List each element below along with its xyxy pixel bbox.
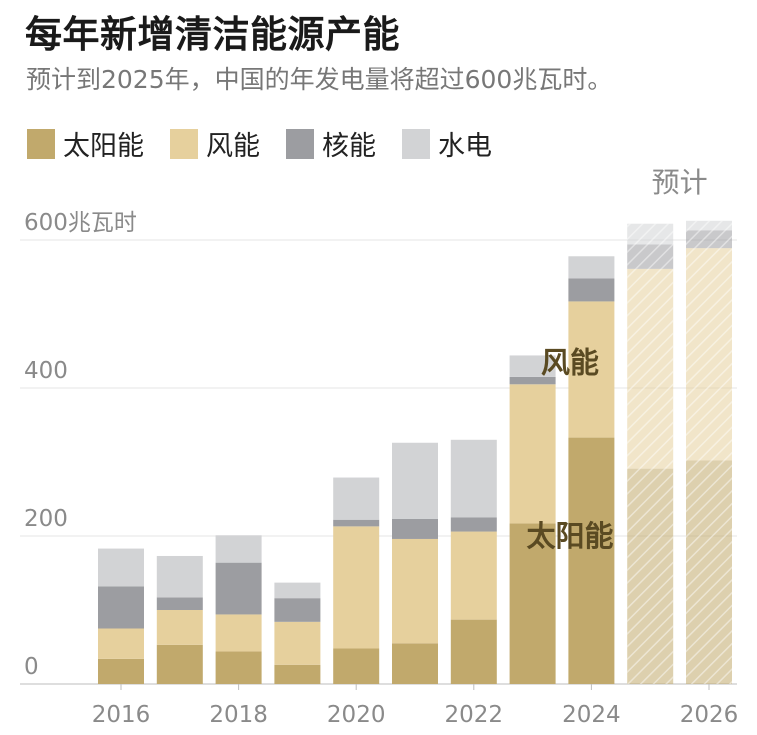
bar-nuclear-2022 [450,517,497,532]
bar-solar-2022 [450,619,497,684]
x-tick-label-2018: 2018 [209,702,268,728]
y-tick-label-200: 200 [24,506,68,532]
bar-hydro-2017 [156,555,203,598]
bar-wind-2018 [215,614,262,652]
legend-item-nuclear: 核能 [286,124,376,163]
bar-solar-2018 [215,651,262,684]
x-tick-label-2016: 2016 [92,702,151,728]
bar-nuclear-2017 [156,597,203,610]
x-tick-label-2020: 2020 [327,702,386,728]
bar-nuclear-2016 [98,586,144,629]
annotation-solar: 太阳能 [526,519,613,553]
bar-hatch-wind-2025 [627,268,674,469]
bar-hatch-hydro-2026 [686,220,732,231]
bar-hydro-2023 [509,355,556,377]
bar-nuclear-2021 [392,518,438,539]
legend-swatch-solar [27,128,55,159]
bar-solar-2023 [509,523,556,684]
bar-solar-2020 [333,648,380,684]
bar-nuclear-2020 [333,519,380,527]
bar-hydro-2024 [568,256,615,279]
bar-hatch-solar-2026 [686,460,732,684]
bar-wind-2016 [98,628,144,659]
bar-hatch-wind-2026 [686,248,732,461]
bar-hydro-2018 [215,535,262,563]
bar-hatch-nuclear-2026 [686,230,732,249]
bar-solar-2016 [98,658,144,684]
bar-wind-2021 [392,538,438,644]
bar-nuclear-2018 [215,562,262,615]
y-tick-label-400: 400 [24,358,68,384]
legend-swatch-nuclear [286,128,314,159]
bar-nuclear-2024 [568,278,615,302]
legend-item-wind: 风能 [170,124,260,163]
legend-label-solar: 太阳能 [63,131,144,162]
bar-wind-2022 [450,531,497,620]
legend: 太阳能 风能 核能 水电 [27,124,518,163]
bar-wind-2020 [333,526,380,649]
legend-label-hydro: 水电 [438,131,492,162]
y-tick-label-600: 600兆瓦时 [24,210,137,236]
legend-item-hydro: 水电 [402,124,492,163]
x-tick-label-2024: 2024 [562,702,621,728]
bar-wind-2023 [509,384,556,524]
bar-nuclear-2019 [274,598,321,622]
bar-solar-2021 [392,643,438,684]
bar-wind-2017 [156,610,203,645]
legend-swatch-wind [170,128,198,159]
x-tick-label-2022: 2022 [445,702,504,728]
bar-hydro-2019 [274,582,321,599]
bar-nuclear-2023 [509,376,556,385]
chart-subtitle: 预计到2025年，中国的年发电量将超过600兆瓦时。 [26,65,613,94]
bar-hydro-2021 [392,442,438,519]
bar-solar-2019 [274,664,321,684]
bar-hydro-2016 [98,548,144,587]
chart-title: 每年新增清洁能源产能 [25,13,400,56]
bar-hatch-hydro-2025 [627,223,674,245]
x-tick-label-2026: 2026 [680,702,739,728]
bar-wind-2019 [274,621,321,665]
annotation-wind: 风能 [541,346,599,380]
legend-label-wind: 风能 [206,131,260,162]
bar-hydro-2022 [450,439,497,518]
y-tick-label-0: 0 [24,654,39,680]
bar-hydro-2020 [333,477,380,520]
legend-item-solar: 太阳能 [27,124,144,163]
projected-label: 预计 [652,166,708,199]
legend-label-nuclear: 核能 [322,131,376,162]
bar-wind-2024 [568,301,615,438]
bar-hatch-solar-2025 [627,468,674,684]
bar-hatch-nuclear-2025 [627,244,674,269]
bar-solar-2017 [156,644,203,684]
bar-solar-2024 [568,437,615,684]
legend-swatch-hydro [402,128,430,159]
